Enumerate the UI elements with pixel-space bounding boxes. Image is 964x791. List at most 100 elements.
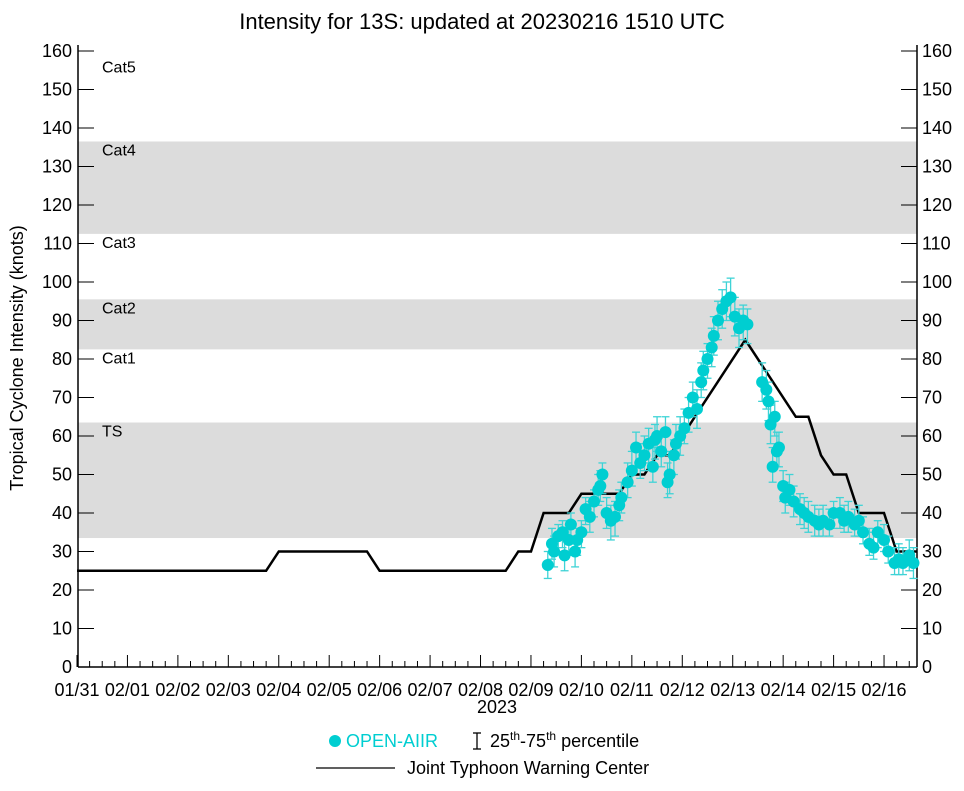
chart-title: Intensity for 13S: updated at 20230216 1… xyxy=(239,9,725,34)
y-tick-label-left: 90 xyxy=(52,311,72,331)
open-aiir-point xyxy=(569,545,582,558)
open-aiir-point xyxy=(701,353,714,365)
open-aiir-point xyxy=(686,391,699,404)
legend-percentile-label: 25th-75th percentile xyxy=(490,729,639,751)
y-tick-label-right: 160 xyxy=(922,41,952,61)
y-tick-label-right: 30 xyxy=(922,542,942,562)
y-tick-label-left: 0 xyxy=(62,657,72,677)
jtwc-line xyxy=(77,337,917,573)
open-aiir-point xyxy=(625,464,638,477)
legend-errorbar-icon xyxy=(473,732,481,750)
open-aiir-point xyxy=(907,557,920,570)
y-tick-label-right: 50 xyxy=(922,465,942,485)
open-aiir-point xyxy=(594,480,607,493)
open-aiir-point xyxy=(707,329,720,342)
x-axis-year: 2023 xyxy=(477,697,517,717)
open-aiir-point xyxy=(583,510,596,523)
x-tick-label: 02/07 xyxy=(408,680,453,700)
open-aiir-point xyxy=(712,314,725,327)
y-tick-label-left: 140 xyxy=(42,118,72,138)
open-aiir-point xyxy=(867,541,880,554)
open-aiir-point xyxy=(609,510,622,523)
open-aiir-point xyxy=(783,483,796,496)
open-aiir-point xyxy=(724,291,737,304)
legend-open-aiir-marker xyxy=(329,735,341,747)
open-aiir-point xyxy=(562,533,575,546)
band-cat4 xyxy=(78,141,917,234)
open-aiir-point xyxy=(564,518,577,531)
open-aiir-point xyxy=(596,468,609,481)
x-tick-label: 02/08 xyxy=(458,680,503,700)
open-aiir-point xyxy=(695,376,708,389)
open-aiir-point xyxy=(655,445,668,458)
y-tick-label-left: 70 xyxy=(52,388,72,408)
category-label-cat1: Cat1 xyxy=(102,350,136,367)
y-tick-label-right: 20 xyxy=(922,580,942,600)
y-tick-label-left: 150 xyxy=(42,80,72,100)
x-tick-label: 02/12 xyxy=(660,680,705,700)
band-cat2 xyxy=(78,299,917,350)
open-aiir-series xyxy=(541,277,920,580)
open-aiir-point xyxy=(541,558,554,571)
open-aiir-point xyxy=(646,460,659,473)
y-tick-label-left: 60 xyxy=(52,426,72,446)
y-tick-label-right: 130 xyxy=(922,157,952,177)
y-tick-label-left: 20 xyxy=(52,580,72,600)
x-tick-label: 02/06 xyxy=(357,680,402,700)
band-ts xyxy=(78,422,917,539)
x-tick-label: 02/16 xyxy=(862,680,907,700)
y-tick-label-right: 120 xyxy=(922,195,952,215)
y-axis-title: Tropical Cyclone Intensity (knots) xyxy=(7,225,27,490)
open-aiir-point xyxy=(588,495,601,508)
open-aiir-point xyxy=(823,518,836,531)
open-aiir-point xyxy=(882,545,895,558)
y-tick-label-right: 90 xyxy=(922,311,942,331)
open-aiir-point xyxy=(705,341,718,354)
x-tick-label: 02/15 xyxy=(811,680,856,700)
open-aiir-point xyxy=(667,449,680,462)
open-aiir-point xyxy=(762,395,775,408)
y-tick-label-right: 70 xyxy=(922,388,942,408)
x-tick-label: 02/09 xyxy=(508,680,553,700)
y-tick-label-right: 0 xyxy=(922,657,932,677)
y-tick-label-right: 100 xyxy=(922,272,952,292)
legend-jtwc-label: Joint Typhoon Warning Center xyxy=(407,758,649,778)
open-aiir-point xyxy=(760,383,773,396)
open-aiir-point xyxy=(690,403,703,416)
category-bands xyxy=(78,141,917,539)
open-aiir-point xyxy=(766,460,779,473)
open-aiir-point xyxy=(878,533,891,546)
open-aiir-point xyxy=(659,426,672,439)
y-tick-label-left: 100 xyxy=(42,272,72,292)
open-aiir-point xyxy=(697,364,710,377)
jtwc-series xyxy=(77,337,917,573)
category-label-cat3: Cat3 xyxy=(102,235,136,252)
open-aiir-point xyxy=(678,422,691,435)
y-tick-label-right: 80 xyxy=(922,349,942,369)
legend: OPEN-AIIR 25th-75th percentile Joint Typ… xyxy=(316,729,649,778)
x-tick-label: 02/11 xyxy=(610,680,654,700)
open-aiir-point xyxy=(663,468,676,481)
legend-open-aiir-label: OPEN-AIIR xyxy=(346,731,438,751)
axes: 0 0 10 10 20 20 30 30 40 40 50 50 60 60 70 70 80 80 90 90 10… xyxy=(42,41,952,700)
x-tick-label: 01/31 xyxy=(54,680,99,700)
y-tick-label-left: 130 xyxy=(42,157,72,177)
open-aiir-point xyxy=(768,410,781,423)
open-aiir-point xyxy=(548,545,561,558)
x-tick-label: 02/01 xyxy=(105,680,150,700)
y-tick-label-left: 10 xyxy=(52,619,72,639)
y-tick-label-left: 160 xyxy=(42,41,72,61)
category-label-ts: TS xyxy=(102,423,122,440)
open-aiir-point xyxy=(638,449,651,462)
x-tick-label: 02/02 xyxy=(155,680,200,700)
y-tick-label-right: 140 xyxy=(922,118,952,138)
x-tick-label: 02/03 xyxy=(206,680,251,700)
y-tick-label-right: 10 xyxy=(922,619,942,639)
y-tick-label-right: 110 xyxy=(922,234,951,254)
x-tick-label: 02/14 xyxy=(761,680,806,700)
open-aiir-point xyxy=(558,549,571,562)
y-tick-label-right: 150 xyxy=(922,80,952,100)
y-tick-label-left: 40 xyxy=(52,503,72,523)
y-tick-label-left: 30 xyxy=(52,542,72,562)
